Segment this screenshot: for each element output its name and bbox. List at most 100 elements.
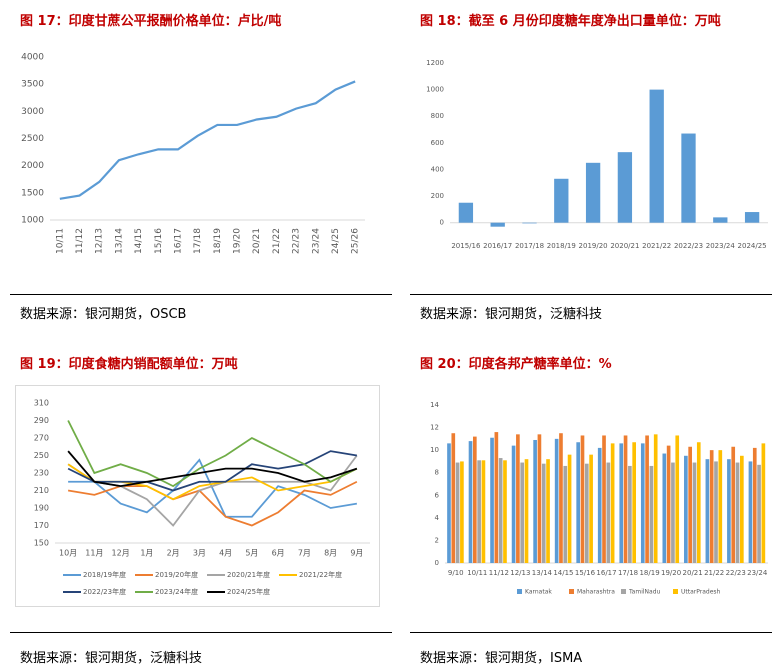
source: 数据来源：银河期货，泛糖科技 xyxy=(20,651,203,666)
x-tick-label: 5月 xyxy=(245,549,258,558)
bar xyxy=(718,450,723,563)
x-tick-label: 7月 xyxy=(298,549,311,558)
bar xyxy=(610,443,615,563)
bar xyxy=(675,435,680,563)
bar xyxy=(666,445,671,563)
x-tick-label: 22/23 xyxy=(292,228,302,254)
bar xyxy=(681,133,696,223)
x-tick-label: 2024/25 xyxy=(738,242,767,250)
bar xyxy=(752,447,757,563)
x-tick-label: 17/18 xyxy=(618,569,638,577)
bar xyxy=(567,454,572,563)
y-tick-label: 210 xyxy=(34,486,49,495)
bar xyxy=(589,454,593,563)
bar xyxy=(522,222,537,224)
bar xyxy=(606,462,611,563)
bar xyxy=(563,465,568,563)
x-tick-label: 22/23 xyxy=(726,569,746,577)
x-tick-label: 18/19 xyxy=(639,569,659,577)
x-tick-label: 20/21 xyxy=(683,569,703,577)
legend-label: UttarPradesh xyxy=(681,589,721,596)
x-tick-label: 18/19 xyxy=(213,228,223,254)
x-tick-label: 21/22 xyxy=(704,569,724,577)
y-tick-label: 170 xyxy=(34,521,49,530)
bar xyxy=(546,459,550,563)
x-tick-label: 4月 xyxy=(219,549,232,558)
line xyxy=(67,450,358,488)
x-tick-label: 19/20 xyxy=(661,569,681,577)
x-tick-label: 2016/17 xyxy=(483,242,512,250)
bar xyxy=(460,461,464,563)
bar xyxy=(640,443,645,563)
bar xyxy=(727,459,731,563)
y-tick-label: 190 xyxy=(34,504,49,513)
bar xyxy=(537,434,542,563)
y-tick-label: 12 xyxy=(430,424,439,432)
rule xyxy=(10,632,392,633)
legend-label: Karnatak xyxy=(525,589,552,596)
bar xyxy=(468,441,473,563)
y-tick-label: 290 xyxy=(34,416,49,425)
bar xyxy=(481,460,486,563)
bar xyxy=(744,212,760,223)
y-tick-label: 3500 xyxy=(21,80,44,90)
bar xyxy=(541,463,546,563)
rule xyxy=(10,294,392,295)
bar xyxy=(585,162,601,223)
rule xyxy=(410,632,772,633)
y-tick-label: 800 xyxy=(431,112,444,120)
legend-label: Maharashtra xyxy=(577,589,615,596)
bar xyxy=(520,462,525,563)
bar xyxy=(714,461,718,563)
bar xyxy=(761,443,766,563)
bar xyxy=(709,450,714,563)
x-tick-label: 10月 xyxy=(59,549,77,558)
bar xyxy=(705,459,710,563)
chart: 0 2 4 6 8 10 12 14 9/10 10/11 11/12 12/13 13/14 14/15… xyxy=(430,401,768,596)
legend-swatch xyxy=(569,589,574,594)
bar xyxy=(731,446,736,563)
bar xyxy=(692,462,697,563)
bar xyxy=(498,458,503,563)
bar xyxy=(757,464,761,563)
bar xyxy=(554,438,559,563)
y-tick-label: 3000 xyxy=(21,107,44,117)
bar xyxy=(649,465,654,563)
x-tick-label: 2021/22 xyxy=(642,242,671,250)
x-tick-label: 2018/19 xyxy=(547,242,576,250)
bar xyxy=(490,437,494,563)
x-tick-label: 2023/24 xyxy=(706,242,736,250)
y-tick-label: 1500 xyxy=(21,188,44,198)
x-tick-label: 15/16 xyxy=(154,228,164,254)
bar xyxy=(617,152,633,223)
x-tick-label: 23/24 xyxy=(311,228,321,254)
bar xyxy=(649,89,664,223)
x-tick-label: 10/11 xyxy=(467,569,487,577)
bar xyxy=(748,461,753,563)
bar xyxy=(516,434,520,563)
x-tick-label: 11/12 xyxy=(489,569,509,577)
bar xyxy=(696,442,701,563)
bar xyxy=(455,462,460,563)
source: 数据来源：银河期货，ISMA xyxy=(420,651,583,666)
x-tick-label: 2017/18 xyxy=(515,242,544,250)
bar xyxy=(597,447,602,563)
y-tick-label: 4000 xyxy=(21,53,44,63)
bar xyxy=(580,435,585,563)
chart: 1000 1500 2000 2500 3000 3500 4000 10/11 11/12 12… xyxy=(21,53,365,254)
x-tick-label: 11/12 xyxy=(75,228,85,254)
chart-border xyxy=(15,385,380,607)
x-tick-label: 19/20 xyxy=(233,228,243,254)
bar xyxy=(740,455,744,563)
bar xyxy=(662,453,667,563)
legend-label: 2024/25年度 xyxy=(227,587,270,596)
bar xyxy=(713,217,728,223)
y-tick-label: 8 xyxy=(435,469,439,477)
x-tick-label: 25/26 xyxy=(351,228,361,254)
x-tick-label: 24/25 xyxy=(331,228,341,254)
bar xyxy=(684,455,688,563)
x-tick-label: 13/14 xyxy=(114,228,124,254)
legend-label: 2020/21年度 xyxy=(227,570,270,579)
y-tick-label: 1200 xyxy=(426,59,444,67)
